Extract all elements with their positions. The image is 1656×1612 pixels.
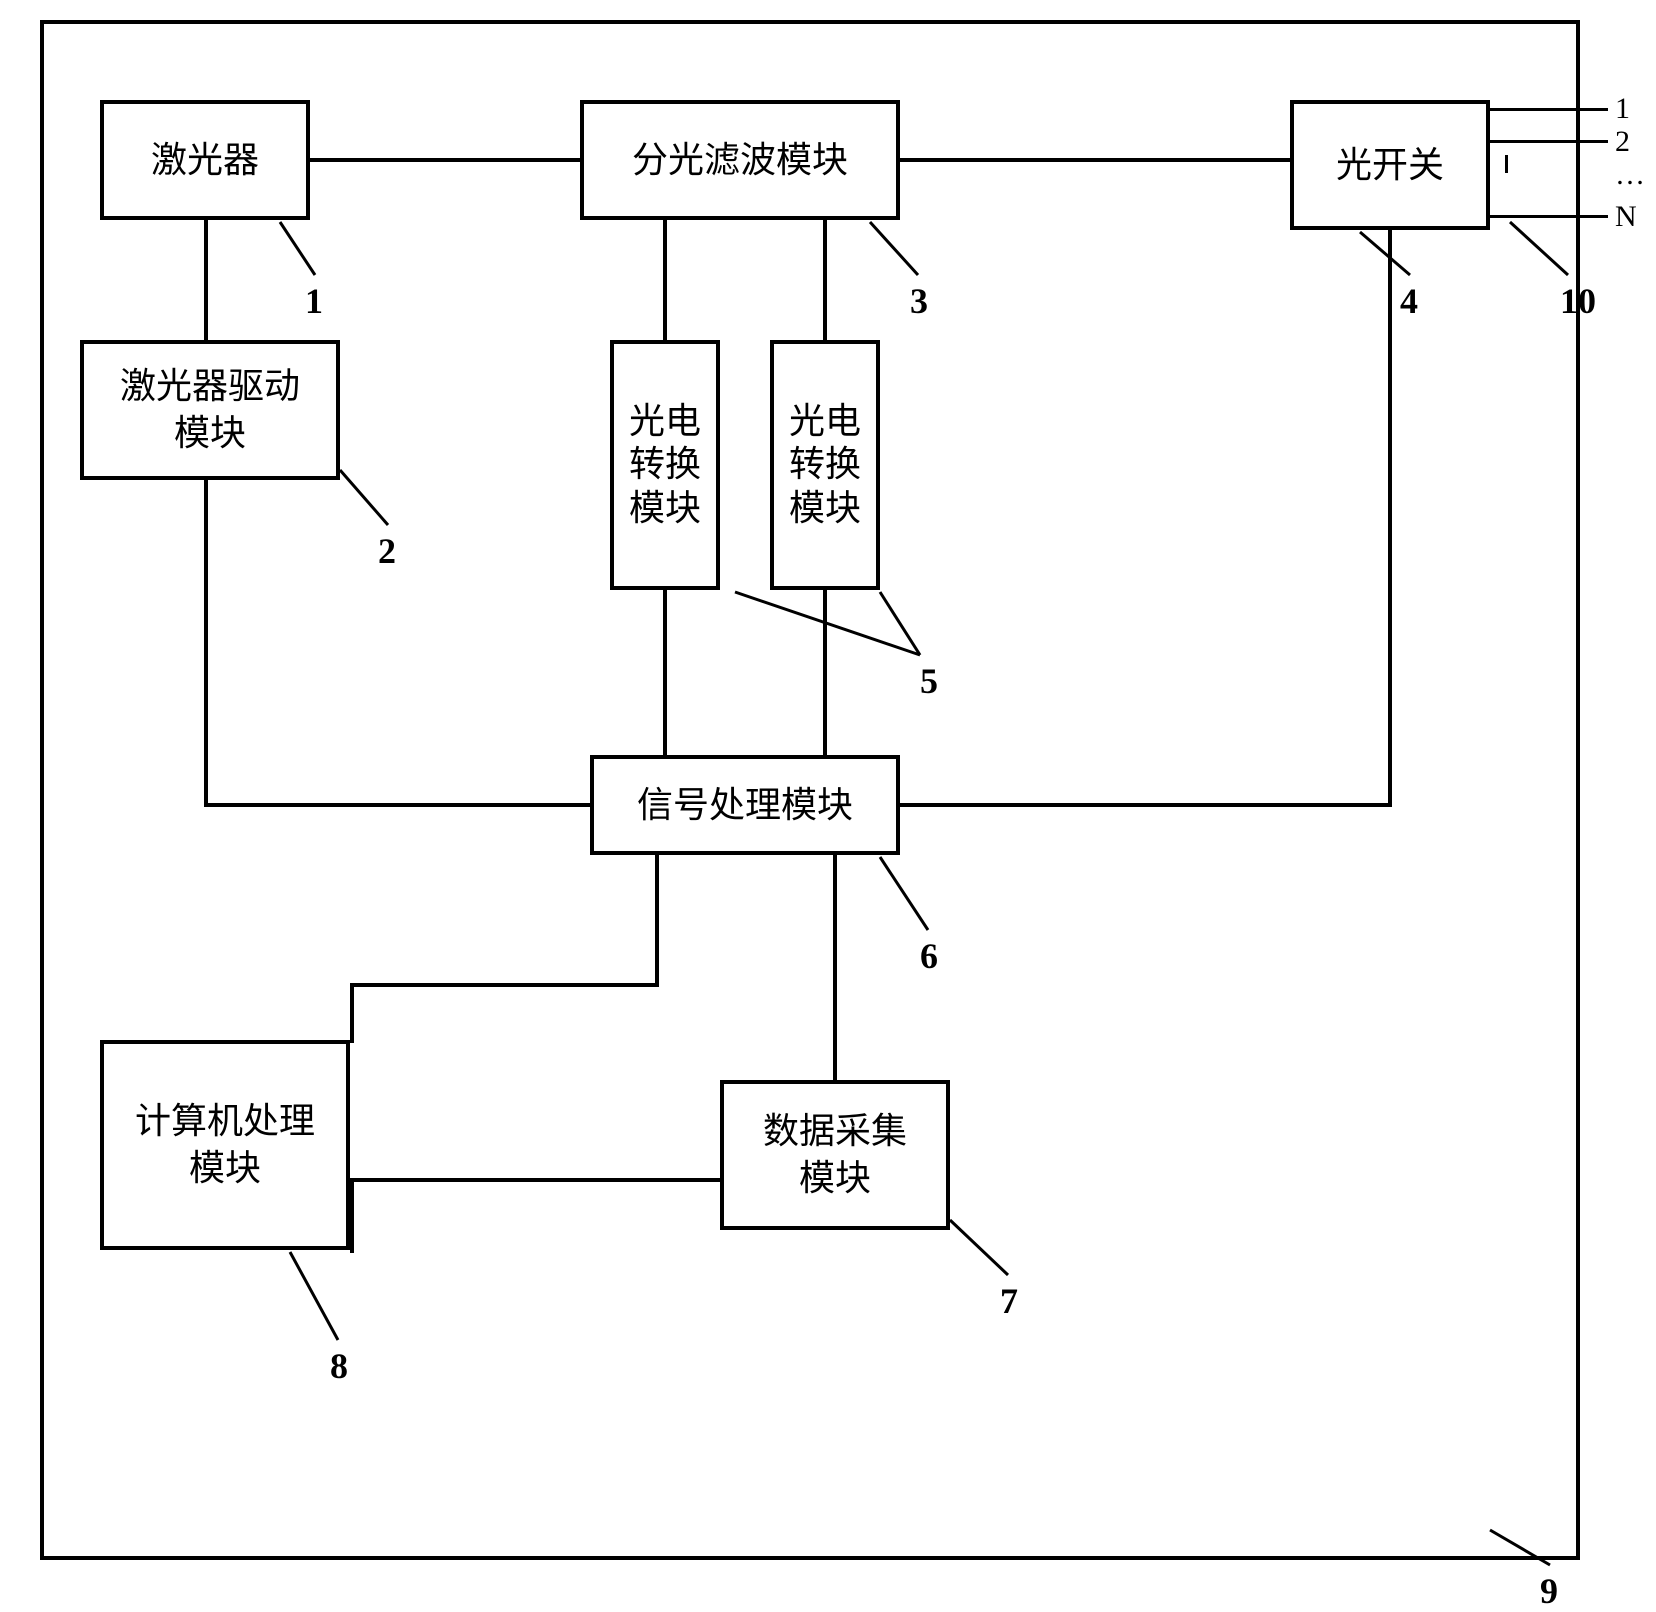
leader-line bbox=[735, 592, 920, 655]
leader-line bbox=[290, 1252, 338, 1340]
ref-label-6: 6 bbox=[920, 935, 938, 977]
output-label-2: 2 bbox=[1615, 125, 1630, 159]
leader-line bbox=[1490, 1530, 1550, 1565]
ref-label-3: 3 bbox=[910, 280, 928, 322]
ref-label-2: 2 bbox=[378, 530, 396, 572]
leader-line bbox=[870, 222, 918, 275]
leader-line bbox=[880, 592, 920, 655]
leader-line bbox=[880, 857, 928, 930]
ref-label-8: 8 bbox=[330, 1345, 348, 1387]
leader-line bbox=[1510, 222, 1568, 275]
ref-label-10: 10 bbox=[1560, 280, 1596, 322]
ref-label-9: 9 bbox=[1540, 1570, 1558, 1612]
ref-label-1: 1 bbox=[305, 280, 323, 322]
ref-label-5: 5 bbox=[920, 660, 938, 702]
block-diagram: 激光器 激光器驱动模块 分光滤波模块 光开关 光电转换模块 光电转换模块 信号处… bbox=[0, 0, 1656, 1599]
leader-line bbox=[280, 222, 315, 275]
ref-label-4: 4 bbox=[1400, 280, 1418, 322]
output-label-N: N bbox=[1615, 200, 1637, 234]
output-label-3: … bbox=[1615, 158, 1645, 192]
output-label-1: 1 bbox=[1615, 92, 1630, 126]
leader-line bbox=[950, 1220, 1008, 1275]
leader-lines bbox=[0, 0, 1656, 1599]
leader-line bbox=[340, 470, 388, 525]
leader-line bbox=[1360, 232, 1410, 275]
ref-label-7: 7 bbox=[1000, 1280, 1018, 1322]
